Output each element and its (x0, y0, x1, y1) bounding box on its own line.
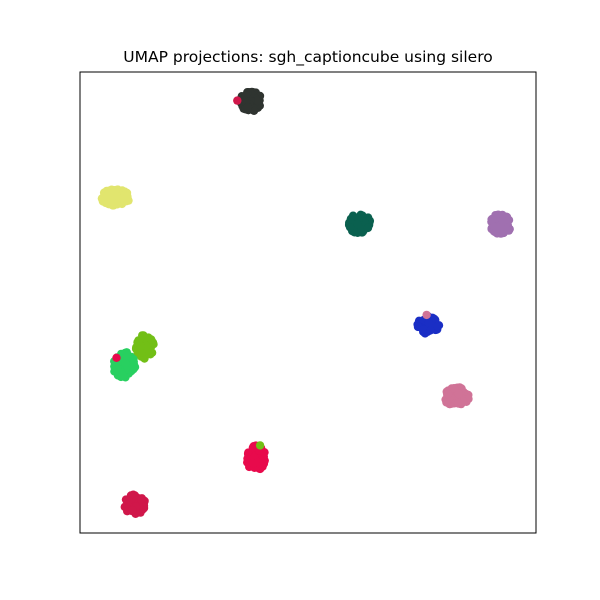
outlier-point-3 (112, 353, 121, 362)
scatter-point (424, 318, 433, 328)
chart-title: UMAP projections: sgh_captioncube using … (123, 48, 493, 66)
scatter-point (242, 89, 252, 98)
scatter-point (253, 96, 262, 105)
plot-area (80, 72, 536, 533)
outlier-point-0 (233, 96, 242, 105)
scatter-point (106, 194, 116, 203)
scatter-point (249, 106, 259, 116)
plot-frame (79, 71, 537, 534)
cluster-9 (120, 490, 149, 518)
scatter-point (118, 370, 127, 380)
scatter-point (128, 505, 137, 515)
cluster-2 (344, 210, 375, 237)
scatter-point (121, 495, 131, 504)
outlier-point-2 (255, 441, 265, 450)
scatter-point (454, 398, 463, 408)
scatter-point (345, 223, 355, 232)
scatter-point (134, 337, 143, 347)
scatter-point (121, 359, 130, 368)
scatter-point (426, 326, 435, 335)
scatter-point (119, 191, 128, 200)
cluster-4 (413, 312, 444, 338)
scatter-point (504, 226, 513, 235)
scatter-point (419, 325, 428, 334)
scatter-point (146, 335, 156, 344)
cluster-1 (97, 185, 133, 210)
scatter-point (353, 219, 362, 229)
cluster-5 (131, 331, 158, 363)
scatter-point (138, 331, 147, 340)
scatter-point (443, 390, 453, 399)
scatter-point (494, 210, 503, 219)
scatter-point (498, 216, 507, 225)
cluster-3 (487, 210, 514, 238)
scatter-point (129, 355, 138, 365)
scatter-point (99, 193, 109, 202)
scatter-point (243, 102, 252, 112)
scatter-point (363, 223, 373, 233)
cluster-6 (110, 348, 140, 382)
scatter-point (111, 185, 120, 195)
scatter-point (259, 459, 268, 469)
cluster-8 (243, 441, 269, 474)
scatter-point (137, 495, 146, 504)
outlier-point-1 (422, 310, 431, 320)
scatter-point (496, 225, 506, 234)
scatter-point (122, 351, 132, 360)
scatter-point (433, 321, 442, 331)
cluster-7 (441, 383, 473, 409)
scatter-point (454, 389, 463, 398)
points-layer (97, 87, 514, 518)
